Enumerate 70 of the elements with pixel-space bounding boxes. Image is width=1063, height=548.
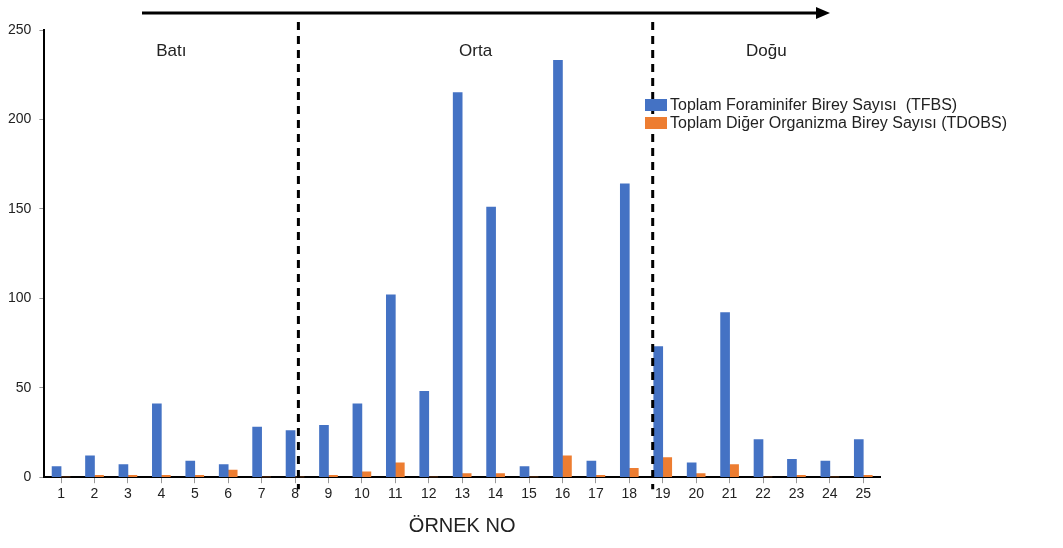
bar [352, 403, 363, 478]
bar [519, 466, 530, 478]
x-tick-label: 1 [57, 485, 66, 502]
x-tick-label: 14 [487, 485, 504, 502]
x-tick-label: 13 [454, 485, 471, 502]
x-tick-label: 16 [554, 485, 571, 502]
bar [386, 294, 396, 478]
x-tick-label: 20 [688, 485, 705, 502]
bar [395, 462, 405, 478]
x-tick-label: 12 [420, 485, 437, 502]
x-tick-label: 23 [788, 485, 805, 502]
bar [686, 462, 697, 478]
bar [720, 312, 730, 478]
x-tick-label: 15 [521, 485, 538, 502]
bar [853, 439, 864, 478]
bar [729, 464, 739, 478]
x-tick-label: 6 [224, 485, 233, 502]
bar [495, 473, 505, 478]
x-tick-label: 21 [721, 485, 738, 502]
bar [586, 460, 597, 478]
x-tick-label: 5 [190, 485, 199, 502]
bar [185, 460, 196, 478]
legend-label: Toplam Diğer Organizma Birey Sayısı (TDOBS) [670, 114, 1007, 132]
x-tick-label: 8 [291, 485, 300, 502]
bar [619, 183, 630, 478]
x-tick-label: 22 [755, 485, 772, 502]
x-tick-label: 4 [157, 485, 166, 502]
legend-label: Toplam Foraminifer Birey Sayısı (TFBS) [670, 96, 958, 114]
bar [85, 455, 95, 478]
bar [419, 391, 430, 478]
x-tick-label: 17 [588, 485, 604, 502]
x-tick-label: 24 [822, 485, 838, 502]
bar [562, 455, 572, 478]
annotation: Doğu [746, 40, 787, 60]
annotation: Batı [156, 40, 187, 60]
bar [628, 467, 639, 478]
bar [118, 464, 129, 478]
x-tick-label: 7 [257, 485, 266, 502]
x-tick-label: 10 [354, 485, 370, 502]
bar [753, 439, 764, 478]
bar [319, 425, 329, 478]
bar [461, 473, 472, 478]
x-tick-label: 9 [324, 485, 333, 502]
y-tick-label: 250 [8, 20, 32, 37]
x-tick-label: 3 [124, 485, 133, 502]
x-tick-label: 25 [855, 485, 872, 502]
x-tick-label: 2 [90, 485, 99, 502]
bar [152, 403, 162, 478]
bar [695, 473, 706, 478]
x-tick-label: 11 [388, 485, 403, 502]
bar [252, 426, 262, 478]
y-tick-label: 50 [15, 378, 32, 395]
bar [218, 464, 229, 478]
x-tick-label: 18 [621, 485, 638, 502]
y-tick-label: 100 [8, 289, 32, 306]
y-tick-label: 150 [8, 199, 32, 216]
annotation: Orta [459, 40, 493, 60]
bar [51, 466, 62, 478]
bar [820, 460, 831, 478]
bar [653, 346, 664, 478]
bar [553, 60, 563, 478]
y-tick-label: 0 [23, 468, 32, 485]
y-tick-label: 200 [8, 110, 32, 127]
bar [285, 430, 296, 478]
bar [486, 206, 496, 478]
x-axis-title: ÖRNEK NO [408, 513, 516, 536]
bar [787, 458, 797, 478]
x-tick-label: 19 [654, 485, 671, 502]
bar [662, 457, 673, 478]
bar [452, 92, 463, 478]
